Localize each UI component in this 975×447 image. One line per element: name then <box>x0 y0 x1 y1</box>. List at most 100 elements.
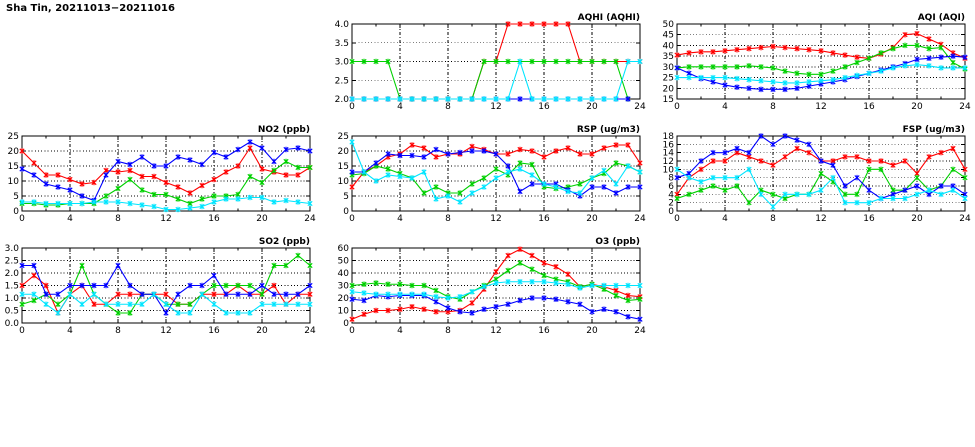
data-point-marker <box>163 301 169 307</box>
data-point-marker <box>493 269 499 275</box>
data-point-marker <box>505 252 511 259</box>
data-point-marker <box>902 158 908 164</box>
data-point-marker <box>505 58 511 65</box>
data-point-marker <box>223 154 229 160</box>
data-point-marker <box>505 169 511 175</box>
data-point-marker <box>445 96 451 102</box>
data-point-marker <box>115 158 121 165</box>
data-point-marker <box>734 84 740 90</box>
data-point-marker <box>722 64 728 70</box>
data-point-marker <box>481 175 487 181</box>
data-point-marker <box>770 43 776 50</box>
data-point-marker <box>385 307 391 314</box>
data-point-marker <box>349 289 355 295</box>
data-point-marker <box>794 85 800 92</box>
data-point-marker <box>361 281 367 287</box>
data-point-marker <box>842 199 848 206</box>
data-point-marker <box>247 291 253 297</box>
data-point-marker <box>409 142 415 148</box>
data-point-marker <box>601 96 607 102</box>
y-tick-label: 1.5 <box>5 282 19 292</box>
data-point-marker <box>505 267 511 274</box>
data-point-marker <box>854 191 860 198</box>
y-tick-label: 20 <box>8 147 20 157</box>
data-point-marker <box>746 199 752 206</box>
data-point-marker <box>199 182 205 189</box>
data-point-marker <box>397 281 403 287</box>
data-point-marker <box>758 78 764 84</box>
data-point-marker <box>91 291 97 297</box>
data-point-marker <box>613 181 619 187</box>
data-point-marker <box>361 297 367 304</box>
data-point-marker <box>373 96 379 102</box>
data-point-marker <box>541 295 547 301</box>
data-point-marker <box>175 310 181 316</box>
data-point-marker <box>31 172 37 178</box>
data-point-marker <box>794 137 800 143</box>
data-point-marker <box>529 266 535 272</box>
data-point-marker <box>295 301 301 307</box>
data-point-marker <box>698 187 704 193</box>
data-point-marker <box>271 291 277 297</box>
data-point-marker <box>259 145 265 151</box>
series-green <box>674 42 968 78</box>
data-point-marker <box>577 285 583 291</box>
data-point-marker <box>842 52 848 58</box>
data-point-marker <box>295 252 301 259</box>
data-point-marker <box>722 174 728 181</box>
data-point-marker <box>806 71 812 78</box>
data-point-marker <box>295 199 301 205</box>
data-point-marker <box>637 169 643 175</box>
x-tick-label: 16 <box>863 214 875 224</box>
x-tick-label: 24 <box>634 326 646 336</box>
data-point-marker <box>541 96 547 102</box>
data-point-marker <box>637 316 643 322</box>
data-point-marker <box>553 264 559 270</box>
data-point-marker <box>914 42 920 49</box>
data-point-marker <box>349 296 355 302</box>
data-point-marker <box>211 282 217 289</box>
data-point-marker <box>818 170 824 177</box>
y-tick-label: 12 <box>663 157 674 167</box>
series-blue <box>19 139 313 204</box>
data-point-marker <box>794 45 800 52</box>
data-point-marker <box>505 96 511 102</box>
x-tick-label: 24 <box>959 102 971 112</box>
data-point-marker <box>722 48 728 54</box>
data-point-marker <box>103 301 109 307</box>
data-point-marker <box>247 310 253 316</box>
data-point-marker <box>890 65 896 71</box>
data-point-marker <box>866 70 872 77</box>
data-point-marker <box>589 96 595 102</box>
data-point-marker <box>938 65 944 71</box>
data-point-marker <box>151 291 157 297</box>
data-point-marker <box>722 187 728 193</box>
x-tick-label: 8 <box>115 214 121 224</box>
x-tick-label: 20 <box>256 326 268 336</box>
data-point-marker <box>710 174 716 181</box>
data-point-marker <box>385 58 391 65</box>
data-point-marker <box>349 169 355 175</box>
x-tick-label: 4 <box>397 326 403 336</box>
x-tick-label: 12 <box>490 214 501 224</box>
data-point-marker <box>517 260 523 266</box>
data-point-marker <box>493 280 499 286</box>
data-point-marker <box>361 58 367 65</box>
y-tick-label: 20 <box>338 147 350 157</box>
data-point-marker <box>529 21 535 27</box>
data-point-marker <box>710 183 716 189</box>
data-point-marker <box>926 55 932 62</box>
data-point-marker <box>151 191 157 198</box>
x-tick-label: 0 <box>349 102 355 112</box>
data-point-marker <box>529 252 535 259</box>
data-point-marker <box>433 299 439 305</box>
data-point-marker <box>902 63 908 69</box>
x-tick-label: 4 <box>722 102 728 112</box>
data-point-marker <box>409 304 415 310</box>
chart-panel-no2: 0 4 8 12 16 20 24 0 5 10 15 20 25 NO2 (ppb) <box>0 120 320 232</box>
data-point-marker <box>175 206 181 213</box>
data-point-marker <box>926 63 932 69</box>
data-point-marker <box>601 282 607 289</box>
data-point-marker <box>373 291 379 297</box>
data-point-marker <box>926 187 932 193</box>
